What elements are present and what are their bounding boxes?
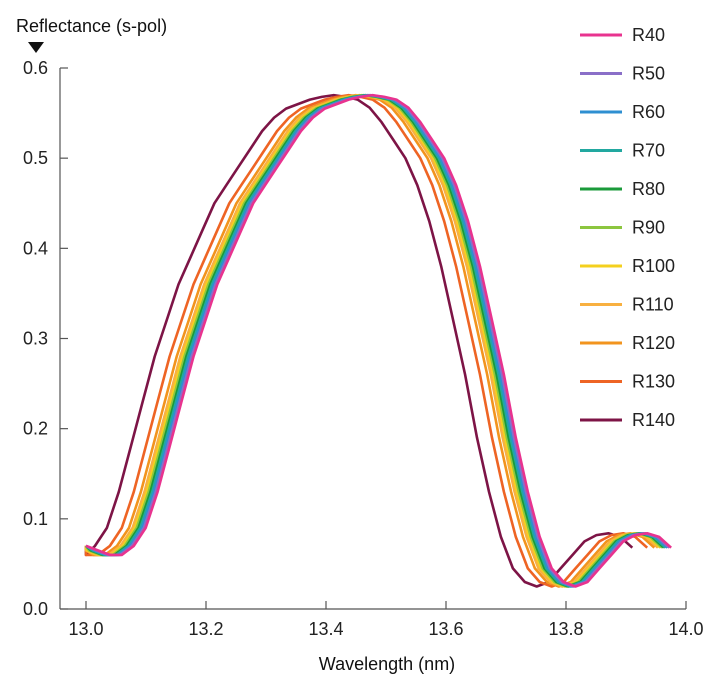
x-tick-label: 13.0 <box>68 619 103 639</box>
legend-label-r130: R130 <box>632 372 675 392</box>
y-tick-label: 0.5 <box>23 148 48 168</box>
series-line-r40 <box>85 93 672 588</box>
y-tick-label: 0.6 <box>23 58 48 78</box>
y-axis-arrow-icon <box>28 42 44 53</box>
x-tick-label: 14.0 <box>668 619 703 639</box>
series-line-r100 <box>84 93 662 588</box>
y-axis-title: Reflectance (s-pol) <box>16 16 167 36</box>
y-tick-label: 0.0 <box>23 599 48 619</box>
legend-label-r50: R50 <box>632 64 665 84</box>
series-line-r80 <box>85 93 665 588</box>
legend: R40 R50 R60 R70 R80 R90 R100 R110 R120 R130 R140 <box>580 25 675 430</box>
legend-label-r140: R140 <box>632 410 675 430</box>
series-line-r140 <box>84 93 634 588</box>
series-line-r70 <box>85 93 667 588</box>
y-tick-label: 0.1 <box>23 509 48 529</box>
series-line-r110 <box>84 93 659 588</box>
axes: 0.0 0.1 0.2 0.3 0.4 0.5 0.6 13.0 13.2 13.4 13.6 13.… <box>23 58 704 639</box>
legend-label-r80: R80 <box>632 179 665 199</box>
x-tick-label: 13.2 <box>188 619 223 639</box>
legend-label-r100: R100 <box>632 256 675 276</box>
series-line-r130 <box>84 93 649 588</box>
x-tick-label: 13.8 <box>548 619 583 639</box>
x-tick-label: 13.6 <box>428 619 463 639</box>
legend-label-r70: R70 <box>632 141 665 161</box>
x-axis-title: Wavelength (nm) <box>319 654 455 674</box>
x-tick-label: 13.4 <box>308 619 343 639</box>
legend-label-r60: R60 <box>632 102 665 122</box>
series-line-r60 <box>85 93 669 588</box>
y-tick-label: 0.3 <box>23 329 48 349</box>
legend-label-r40: R40 <box>632 25 665 45</box>
legend-label-r90: R90 <box>632 218 665 238</box>
series-line-r120 <box>84 93 656 588</box>
plot-lines <box>84 93 672 588</box>
series-line-r90 <box>84 93 663 588</box>
y-tick-label: 0.2 <box>23 419 48 439</box>
legend-label-r120: R120 <box>632 333 675 353</box>
legend-label-r110: R110 <box>632 295 674 315</box>
y-tick-label: 0.4 <box>23 238 48 258</box>
